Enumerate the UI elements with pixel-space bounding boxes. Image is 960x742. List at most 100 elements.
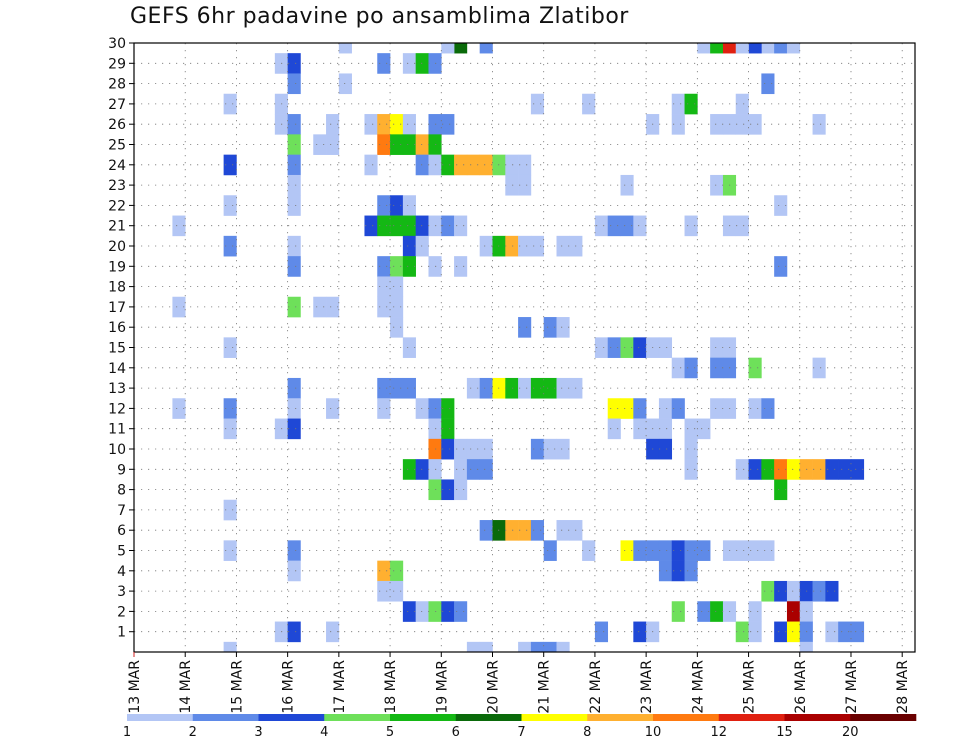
heat-cell xyxy=(313,296,327,318)
y-tick-label: 4 xyxy=(117,564,126,580)
heat-cell xyxy=(671,93,685,115)
colorbar-swatch xyxy=(653,714,720,721)
heat-cell xyxy=(287,296,301,318)
heat-cell xyxy=(415,134,429,155)
y-tick-label: 23 xyxy=(108,178,126,194)
heat-cell xyxy=(633,337,647,358)
heat-cell xyxy=(441,43,455,54)
heat-cell xyxy=(710,114,724,135)
heat-cell xyxy=(518,520,532,541)
y-tick-label: 9 xyxy=(117,462,126,478)
plot-frame xyxy=(133,42,916,653)
heat-cell xyxy=(402,215,416,237)
heat-cell xyxy=(799,641,813,653)
heat-cell xyxy=(786,459,801,480)
heat-cell xyxy=(710,398,724,419)
y-tick-label: 8 xyxy=(117,483,126,499)
colorbar: 1 2 3 4 5 6 7 8 10 12 15 20 xyxy=(123,714,917,740)
heat-cell xyxy=(697,418,711,440)
heat-cell xyxy=(748,621,762,643)
colorbar-label: 12 xyxy=(710,725,727,740)
colorbar-label: 8 xyxy=(583,725,591,740)
y-tick-label: 7 xyxy=(117,503,126,519)
y-tick-label: 26 xyxy=(108,117,126,133)
y-tick-label: 15 xyxy=(108,341,126,357)
x-tick-label: 13 MAR xyxy=(127,660,143,714)
heat-cell xyxy=(454,601,468,622)
heat-cell xyxy=(390,256,404,277)
y-tick-label: 5 xyxy=(117,544,126,560)
colorbar-swatch xyxy=(390,714,457,721)
heat-cell xyxy=(812,357,826,379)
heat-cell xyxy=(402,235,416,257)
colorbar-swatch xyxy=(521,714,588,721)
heat-cell xyxy=(633,215,647,237)
y-tick-label: 22 xyxy=(108,198,126,214)
heat-cell xyxy=(748,357,762,379)
cells-layer xyxy=(172,43,865,653)
heat-cell xyxy=(658,560,673,582)
heat-cell xyxy=(454,256,468,277)
heat-cell xyxy=(223,398,237,419)
heat-cell xyxy=(454,459,468,480)
colorbar-label: 1 xyxy=(123,725,131,740)
heat-cell xyxy=(684,438,698,460)
heat-cell xyxy=(774,195,788,216)
heat-cell xyxy=(748,459,762,480)
heat-cell xyxy=(287,134,301,155)
heat-cell xyxy=(415,53,429,74)
heat-cell xyxy=(607,215,621,237)
heat-cell xyxy=(786,580,801,602)
heat-cell xyxy=(850,621,865,643)
heat-cell xyxy=(786,43,801,54)
heat-cell xyxy=(761,398,775,419)
heat-cell xyxy=(850,459,865,480)
heat-cell xyxy=(748,601,762,622)
colorbar-label: 20 xyxy=(842,725,859,740)
y-tick-label: 14 xyxy=(108,361,126,377)
heat-cell xyxy=(786,601,801,622)
heat-cell xyxy=(402,134,416,155)
colorbar-swatch xyxy=(587,714,654,721)
y-tick-label: 12 xyxy=(108,401,126,417)
heat-cell xyxy=(684,418,698,440)
heat-cell xyxy=(556,438,570,460)
y-tick-label: 21 xyxy=(108,219,126,235)
heat-cell xyxy=(377,215,391,237)
heat-cell xyxy=(530,93,544,115)
heat-cell xyxy=(479,154,493,176)
heat-cell xyxy=(543,438,557,460)
heat-cell xyxy=(518,174,532,196)
y-tick-label: 29 xyxy=(108,56,126,72)
heat-cell xyxy=(287,53,301,74)
heat-cell xyxy=(697,540,711,561)
heat-cell xyxy=(223,418,237,440)
heat-cell xyxy=(287,174,301,196)
y-tick-label: 27 xyxy=(108,97,126,113)
heat-cell xyxy=(774,459,788,480)
heat-cell xyxy=(556,235,570,257)
heat-cell xyxy=(172,296,186,318)
heat-cell xyxy=(377,398,391,419)
heat-cell xyxy=(402,53,416,74)
heat-cell xyxy=(415,215,429,237)
heat-cell xyxy=(390,276,404,298)
heat-cell xyxy=(505,520,519,541)
heat-cell xyxy=(415,154,429,176)
y-tick-label: 10 xyxy=(108,442,126,458)
heat-cell xyxy=(287,73,301,95)
heat-cell xyxy=(774,43,788,54)
heat-cell xyxy=(377,377,391,399)
heat-cell xyxy=(774,621,788,643)
heat-cell xyxy=(620,540,634,561)
heat-cell xyxy=(697,43,711,54)
heat-cell xyxy=(556,641,570,653)
x-tick-label: 15 MAR xyxy=(229,660,245,714)
y-tick-label: 6 xyxy=(117,523,126,539)
colorbar-swatch xyxy=(127,714,194,721)
heat-cell xyxy=(223,195,237,216)
heat-cell xyxy=(466,641,480,653)
heat-cell xyxy=(594,337,609,358)
heat-cell xyxy=(710,43,724,54)
